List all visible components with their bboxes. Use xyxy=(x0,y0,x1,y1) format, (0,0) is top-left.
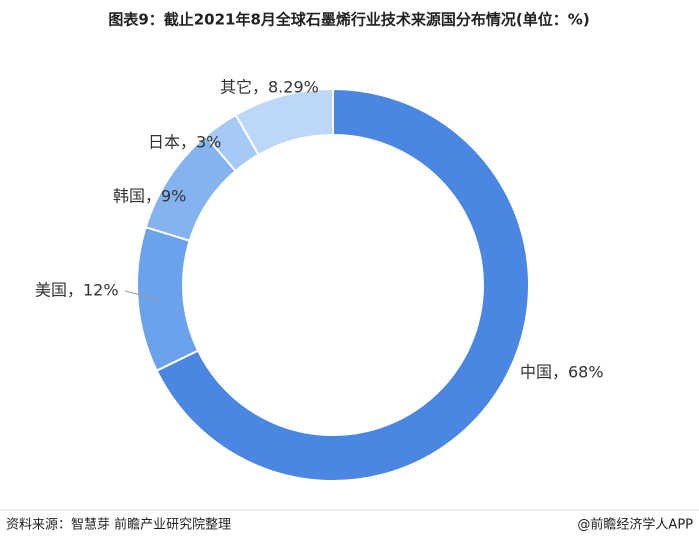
data-label: 美国，12% xyxy=(35,281,119,300)
data-label: 日本，3% xyxy=(148,133,221,152)
donut-slice xyxy=(155,87,530,482)
brand: @前瞻经济学人APP xyxy=(577,517,693,533)
source: 资料来源：智慧芽 前瞻产业研究院整理 xyxy=(6,517,231,533)
donut-slice xyxy=(234,87,334,157)
leader-line xyxy=(124,290,161,301)
chart-title: 图表9：截止2021年8月全球石墨烯行业技术来源国分布情况(单位：%) xyxy=(108,11,589,29)
data-label: 韩国，9% xyxy=(113,187,186,206)
data-label: 中国，68% xyxy=(520,363,604,382)
data-label: 其它，8.29% xyxy=(220,78,319,97)
